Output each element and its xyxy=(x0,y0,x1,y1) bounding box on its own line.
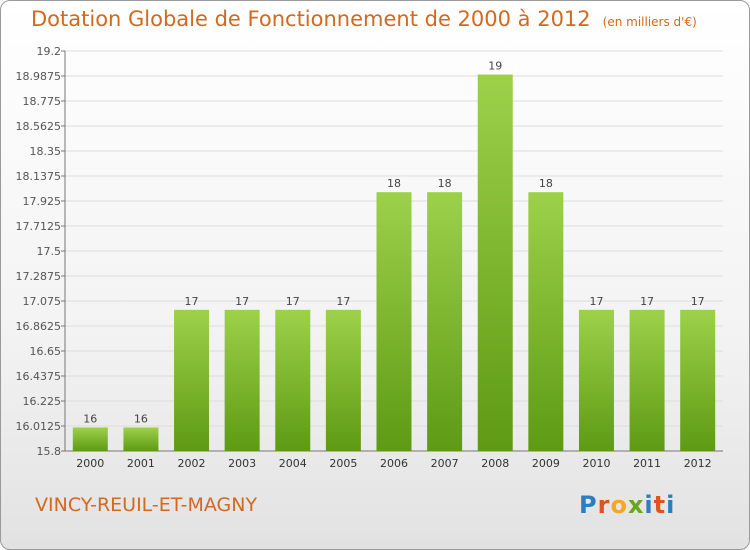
y-tick-label: 19.2 xyxy=(37,45,62,58)
bar-2009 xyxy=(528,192,564,452)
y-tick-label: 17.7125 xyxy=(16,220,62,233)
y-tick-label: 16.8625 xyxy=(16,320,62,333)
x-tick-label: 2001 xyxy=(127,457,155,470)
bar-2001 xyxy=(123,427,159,451)
bar-2010 xyxy=(578,309,614,451)
x-tick-label: 2003 xyxy=(228,457,256,470)
data-label-2006: 18 xyxy=(387,177,401,190)
data-label-2005: 17 xyxy=(336,295,350,308)
bars: 16 16 17 17 17 17 18 18 19 18 17 17 17 xyxy=(72,60,716,452)
logo-letter: t xyxy=(653,491,667,519)
bar-2007 xyxy=(427,192,463,452)
y-tick-label: 16.4375 xyxy=(16,370,62,383)
y-tick-label: 17.925 xyxy=(23,195,62,208)
data-label-2010: 17 xyxy=(589,295,603,308)
x-tick-label: 2010 xyxy=(582,457,610,470)
bar-2011 xyxy=(629,309,665,451)
y-tick-label: 18.5625 xyxy=(16,120,62,133)
y-tick-label: 16.225 xyxy=(23,395,62,408)
x-tick-label: 2000 xyxy=(76,457,104,470)
data-label-2003: 17 xyxy=(235,295,249,308)
logo-letter: i xyxy=(644,491,654,519)
bar-2004 xyxy=(275,309,311,451)
proxiti-logo: Proxiti xyxy=(579,491,675,519)
x-tick-label: 2007 xyxy=(431,457,459,470)
x-tick-label: 2009 xyxy=(532,457,560,470)
y-tick-label: 17.5 xyxy=(37,245,62,258)
x-tick-label: 2011 xyxy=(633,457,661,470)
data-label-2011: 17 xyxy=(640,295,654,308)
y-tick-label: 16.65 xyxy=(30,345,62,358)
bar-2003 xyxy=(224,309,260,451)
y-axis-ticks: 15.8 16.0125 16.225 16.4375 16.65 16.8625 17.0… xyxy=(16,45,65,458)
y-tick-label: 17.2875 xyxy=(16,270,62,283)
data-label-2008: 19 xyxy=(488,60,502,73)
logo-letter: r xyxy=(597,491,611,519)
data-label-2000: 16 xyxy=(83,412,97,425)
bar-2002 xyxy=(174,309,210,451)
x-tick-label: 2012 xyxy=(684,457,712,470)
bar-2012 xyxy=(680,309,716,451)
x-axis-ticks: 2000 2001 2002 2003 2004 2005 2006 2007 2008 2009… xyxy=(76,457,711,470)
y-tick-label: 18.1375 xyxy=(16,170,62,183)
bar-2006 xyxy=(376,192,412,452)
y-tick-label: 16.0125 xyxy=(16,420,62,433)
x-tick-label: 2008 xyxy=(481,457,509,470)
bar-2005 xyxy=(325,309,361,451)
y-tick-label: 17.075 xyxy=(23,295,62,308)
chart-title: Dotation Globale de Fonctionnement de 20… xyxy=(31,7,697,31)
data-label-2004: 17 xyxy=(286,295,300,308)
commune-name: VINCY-REUIL-ET-MAGNY xyxy=(35,494,258,516)
data-label-2001: 16 xyxy=(134,412,148,425)
chart-subtitle: (en milliers d'€) xyxy=(602,15,697,29)
logo-letter: P xyxy=(579,491,598,519)
data-label-2012: 17 xyxy=(691,295,705,308)
data-label-2009: 18 xyxy=(539,177,553,190)
x-tick-label: 2004 xyxy=(279,457,307,470)
logo-letter: x xyxy=(627,491,645,519)
y-tick-label: 18.775 xyxy=(23,95,62,108)
bar-2000 xyxy=(72,427,108,451)
y-tick-label: 15.8 xyxy=(37,445,62,458)
y-tick-label: 18.35 xyxy=(30,145,62,158)
x-tick-label: 2006 xyxy=(380,457,408,470)
bar-2008 xyxy=(477,74,513,451)
x-tick-label: 2005 xyxy=(329,457,357,470)
title-text: Dotation Globale de Fonctionnement de 20… xyxy=(31,7,591,31)
logo-letter: o xyxy=(610,491,628,519)
data-label-2002: 17 xyxy=(185,295,199,308)
x-tick-label: 2002 xyxy=(178,457,206,470)
logo-letter: i xyxy=(666,491,676,519)
data-label-2007: 18 xyxy=(438,177,452,190)
y-tick-label: 18.9875 xyxy=(16,70,62,83)
